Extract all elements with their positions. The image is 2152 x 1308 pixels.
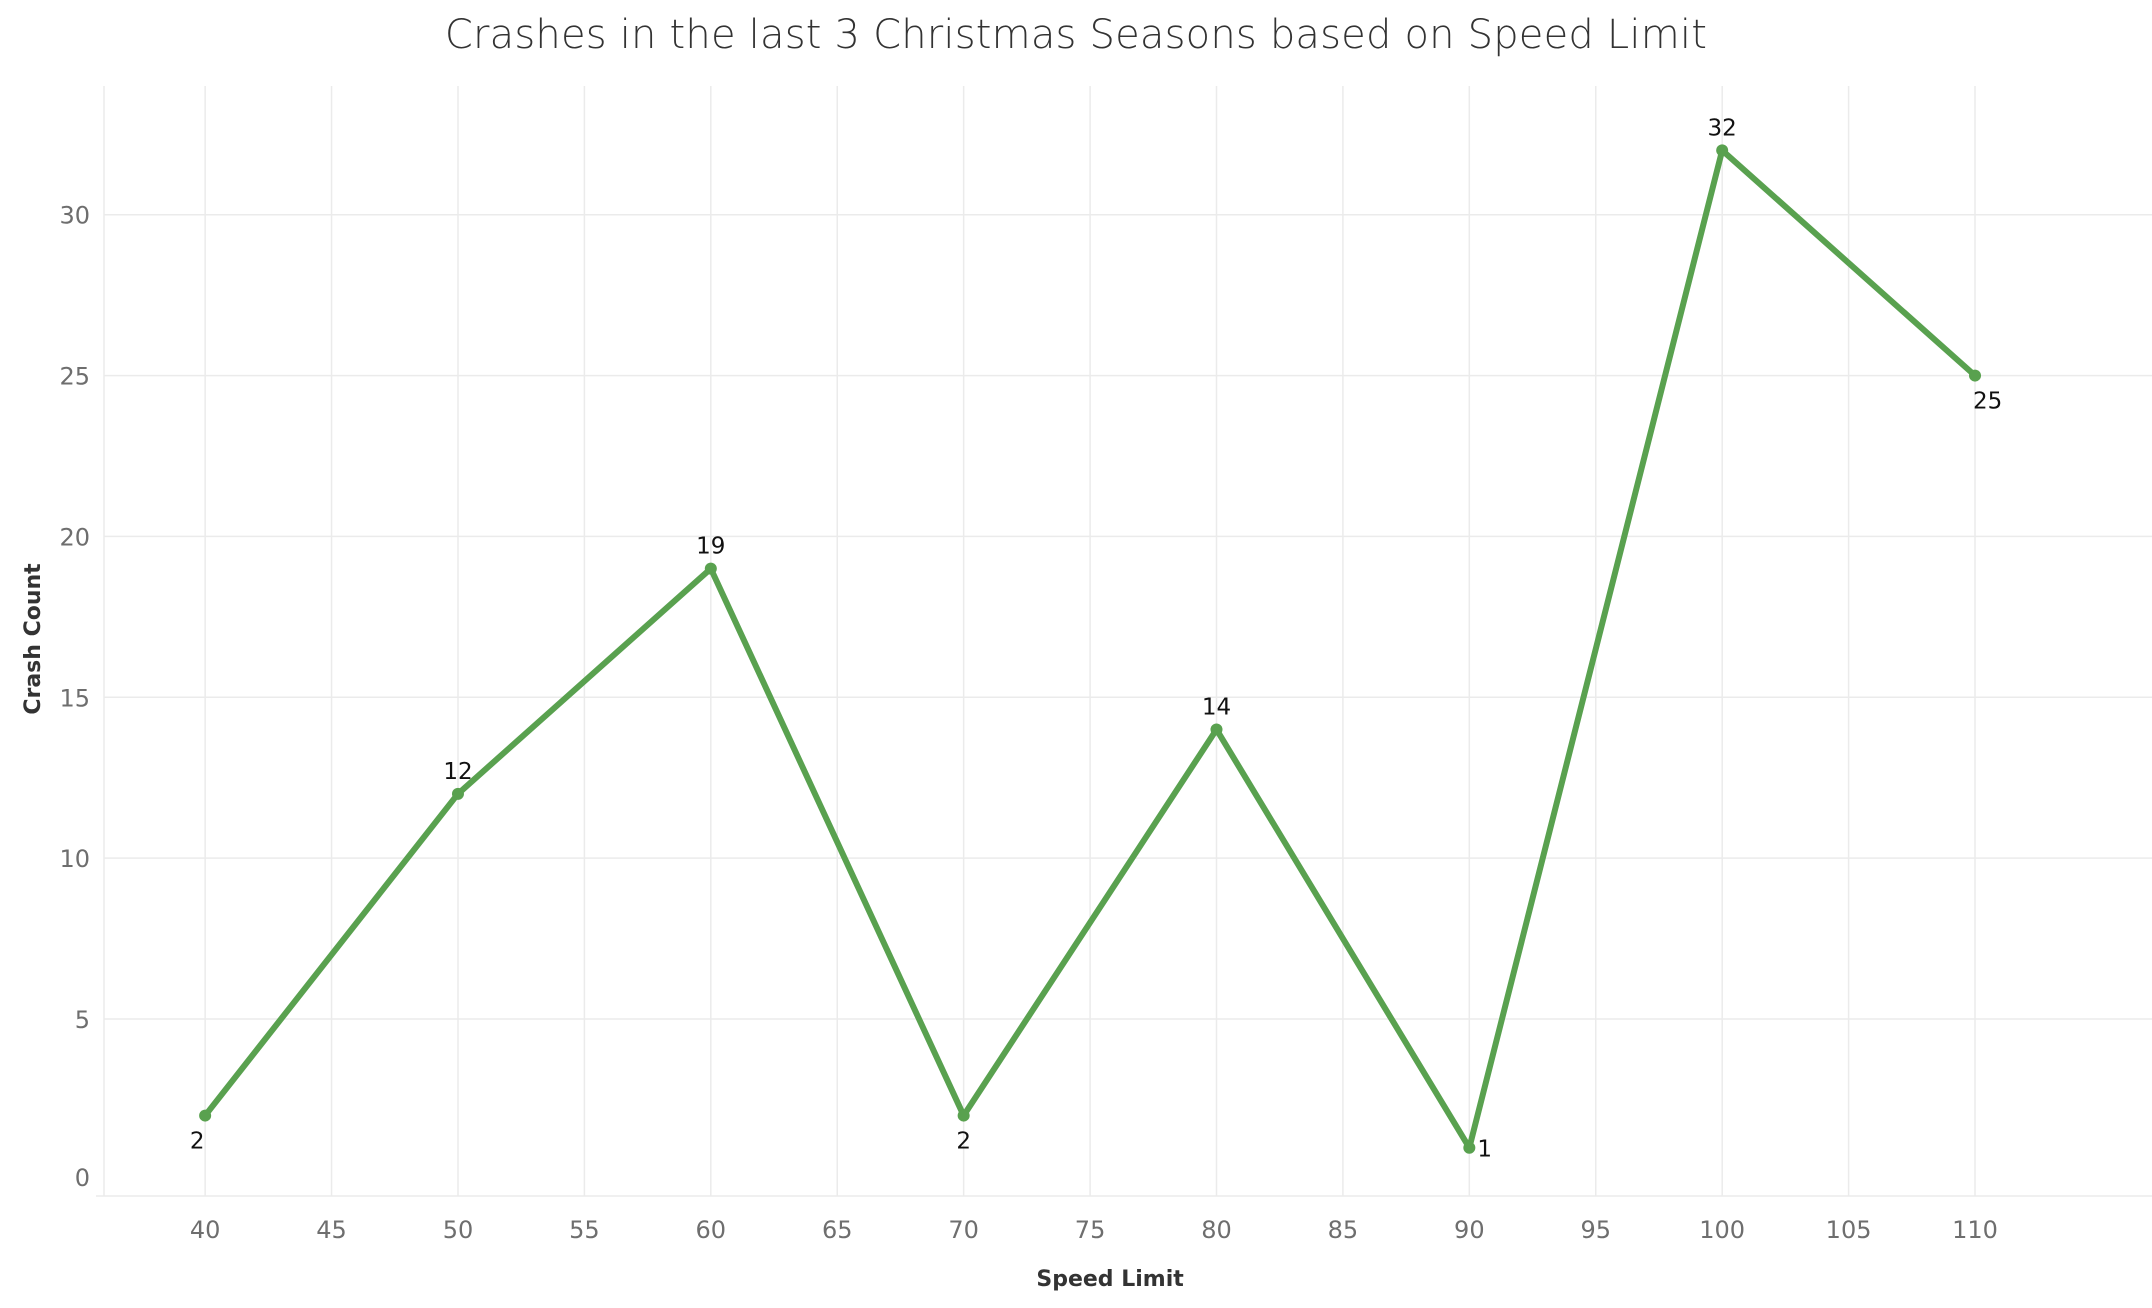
x-tick-label: 105 <box>1826 1216 1872 1244</box>
y-tick-label: 5 <box>75 1006 90 1034</box>
series-line-group <box>202 147 1979 1151</box>
data-point <box>1210 723 1223 736</box>
data-label: 2 <box>190 1129 205 1155</box>
y-tick-label: 20 <box>59 523 90 551</box>
chart-title: Crashes in the last 3 Christmas Seasons … <box>444 12 1708 58</box>
data-label: 25 <box>1973 389 2002 415</box>
tick-labels: 40 45 50 55 60 65 70 75 80 85 90 95 100 105 110 0 5 10 15 2… <box>59 202 1997 1244</box>
x-tick-label: 60 <box>696 1216 727 1244</box>
data-point <box>451 787 464 800</box>
data-point <box>1969 369 1982 382</box>
y-tick-label: 0 <box>75 1164 90 1192</box>
x-tick-label: 55 <box>569 1216 600 1244</box>
x-tick-label: 65 <box>822 1216 853 1244</box>
x-tick-label: 40 <box>190 1216 221 1244</box>
axes <box>96 86 2152 1197</box>
y-tick-label: 25 <box>59 363 90 391</box>
x-tick-label: 75 <box>1075 1216 1106 1244</box>
data-point <box>1463 1141 1476 1154</box>
x-tick-label: 45 <box>316 1216 347 1244</box>
y-tick-label: 30 <box>59 202 90 230</box>
x-tick-label: 90 <box>1454 1216 1485 1244</box>
y-axis-title: Crash Count <box>21 563 46 715</box>
data-label: 32 <box>1708 115 1737 141</box>
x-tick-label: 70 <box>948 1216 979 1244</box>
data-label: 14 <box>1202 694 1231 720</box>
data-labels: 2 12 19 2 14 1 32 25 <box>190 115 2002 1162</box>
x-tick-label: 100 <box>1699 1216 1745 1244</box>
series-line <box>202 147 1979 1151</box>
data-point <box>1716 144 1729 157</box>
x-tick-label: 80 <box>1201 1216 1232 1244</box>
data-points <box>199 144 1982 1154</box>
x-tick-label: 85 <box>1328 1216 1359 1244</box>
y-tick-label: 15 <box>59 684 90 712</box>
data-label: 1 <box>1477 1137 1492 1163</box>
x-tick-label: 50 <box>443 1216 474 1244</box>
data-point <box>704 562 717 575</box>
y-tick-label: 10 <box>59 845 90 873</box>
data-label: 12 <box>443 759 472 785</box>
x-axis-title: Speed Limit <box>1036 1267 1184 1292</box>
grid-lines <box>104 86 2152 1196</box>
x-tick-label: 95 <box>1580 1216 1611 1244</box>
data-point <box>957 1109 970 1122</box>
x-tick-label: 110 <box>1952 1216 1998 1244</box>
data-point <box>199 1109 212 1122</box>
data-label: 2 <box>956 1129 971 1155</box>
data-label: 19 <box>696 534 725 560</box>
